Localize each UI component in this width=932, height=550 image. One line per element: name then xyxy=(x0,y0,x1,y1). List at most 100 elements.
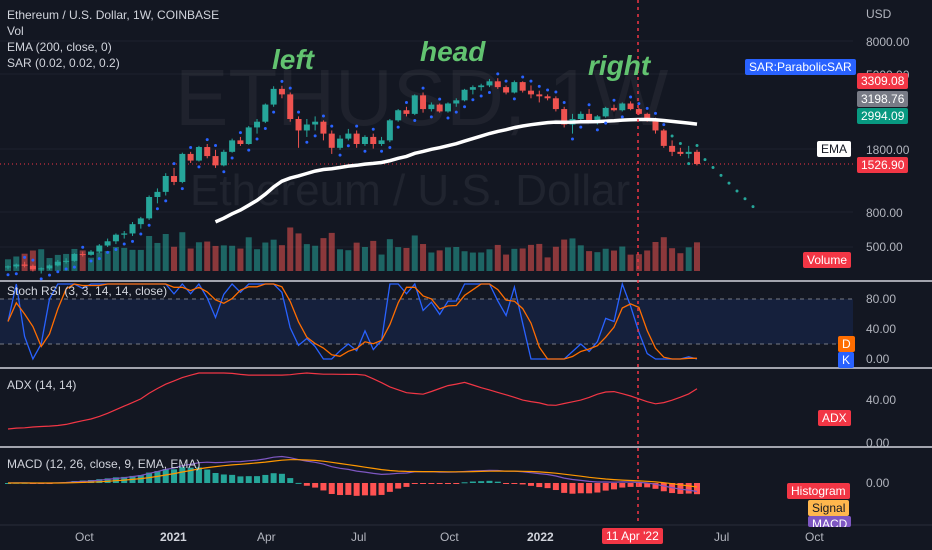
candle-body xyxy=(561,109,568,125)
sar-dot xyxy=(172,162,176,166)
candle-body xyxy=(378,140,385,144)
candle-body xyxy=(137,218,144,225)
candle-body xyxy=(104,241,111,246)
candle-body xyxy=(395,110,402,121)
histogram-bar xyxy=(204,469,211,483)
histogram-bar xyxy=(195,467,202,483)
histogram-bar xyxy=(519,483,526,485)
adx-tick: 40.00 xyxy=(866,393,897,407)
candle-body xyxy=(13,264,20,267)
volume-bar xyxy=(386,239,393,271)
sar-dot xyxy=(413,119,417,123)
sar-dot xyxy=(446,116,450,120)
histogram-bar xyxy=(162,468,169,483)
histogram-bar xyxy=(635,483,642,487)
sar-dot xyxy=(678,141,682,145)
histogram-bar xyxy=(403,483,410,487)
histogram-bar xyxy=(694,483,700,495)
volume-bar xyxy=(162,233,169,271)
candle-body xyxy=(577,113,584,120)
volume-bar xyxy=(262,242,269,271)
histogram-bar xyxy=(328,483,335,494)
sar-dot xyxy=(653,111,657,115)
sar-dot xyxy=(587,103,591,107)
sar-label: SAR:ParabolicSAR xyxy=(745,59,856,75)
candle-body xyxy=(270,88,277,105)
annotation-head: head xyxy=(420,36,486,67)
stoch-title[interactable]: Stoch RSI (3, 3, 14, 14, close) xyxy=(7,284,168,298)
indicator-vol[interactable]: Vol xyxy=(7,24,24,38)
histogram-bar xyxy=(436,483,443,485)
sar-dot xyxy=(280,79,284,83)
candle-body xyxy=(88,251,95,255)
candle-body xyxy=(511,82,518,93)
volume-bar xyxy=(469,252,476,271)
candle-body xyxy=(436,104,443,112)
sar-dot xyxy=(727,181,731,185)
sar-dot xyxy=(595,128,599,132)
indicator-ema[interactable]: EMA (200, close, 0) xyxy=(7,40,112,54)
histogram-bar xyxy=(561,483,568,493)
candle-body xyxy=(63,260,70,262)
volume-bar xyxy=(212,245,219,271)
volume-bar xyxy=(328,232,335,271)
volume-bar xyxy=(137,249,144,271)
candle-body xyxy=(79,254,86,256)
volume-bar xyxy=(112,246,119,271)
candle-body xyxy=(162,176,169,192)
time-label: Oct xyxy=(440,530,459,544)
adx-title[interactable]: ADX (14, 14) xyxy=(7,378,77,392)
stoch-band xyxy=(0,299,853,344)
sar-dot xyxy=(346,144,350,148)
sar-dot xyxy=(14,272,18,276)
price-badge: 2994.09 xyxy=(857,108,909,124)
indicator-sar[interactable]: SAR (0.02, 0.02, 0.2) xyxy=(7,56,120,70)
histogram-bar xyxy=(411,483,418,484)
volume-bar xyxy=(627,254,634,271)
candle-body xyxy=(461,89,468,101)
candle-body xyxy=(229,140,236,152)
stoch-k-label: K xyxy=(838,352,855,368)
histogram-bar xyxy=(245,476,252,483)
sar-dot xyxy=(139,232,143,236)
price-badge: 1526.90 xyxy=(857,157,909,173)
candle-body xyxy=(254,121,261,128)
candle-body xyxy=(677,151,684,154)
sar-dot xyxy=(164,199,168,203)
sar-dot xyxy=(114,247,118,251)
histogram-bar xyxy=(577,483,584,494)
stoch-d-line xyxy=(7,283,697,360)
histogram-bar xyxy=(220,474,227,483)
sar-dot xyxy=(197,165,201,169)
sar-dot xyxy=(338,153,342,157)
candle-body xyxy=(610,107,617,111)
candle-body xyxy=(586,113,593,121)
sar-dot xyxy=(81,245,85,249)
macd-title[interactable]: MACD (12, 26, close, 9, EMA, EMA) xyxy=(7,457,201,471)
histogram-label: Histogram xyxy=(787,483,850,499)
volume-bar xyxy=(577,245,584,271)
volume-bar xyxy=(610,250,617,271)
candle-body xyxy=(469,87,476,90)
volume-bar xyxy=(370,240,377,271)
volume-bar xyxy=(229,245,236,271)
volume-bar xyxy=(270,239,277,271)
sar-dot xyxy=(48,273,52,277)
histogram-bar xyxy=(486,480,493,483)
stoch-d-label: D xyxy=(838,336,855,352)
candle-body xyxy=(627,103,634,110)
adx-tick: 0.00 xyxy=(866,436,890,450)
sar-dot xyxy=(438,97,442,101)
candle-body xyxy=(121,233,128,235)
sar-dot xyxy=(471,98,475,102)
sar-dot xyxy=(230,156,234,160)
volume-bar xyxy=(96,252,103,271)
histogram-bar xyxy=(594,483,601,493)
candle-body xyxy=(245,127,252,144)
volume-bar xyxy=(552,246,559,271)
candle-body xyxy=(428,104,435,110)
sar-dot xyxy=(238,131,242,135)
macd-label: MACD xyxy=(808,516,852,527)
sar-dots xyxy=(6,72,755,281)
